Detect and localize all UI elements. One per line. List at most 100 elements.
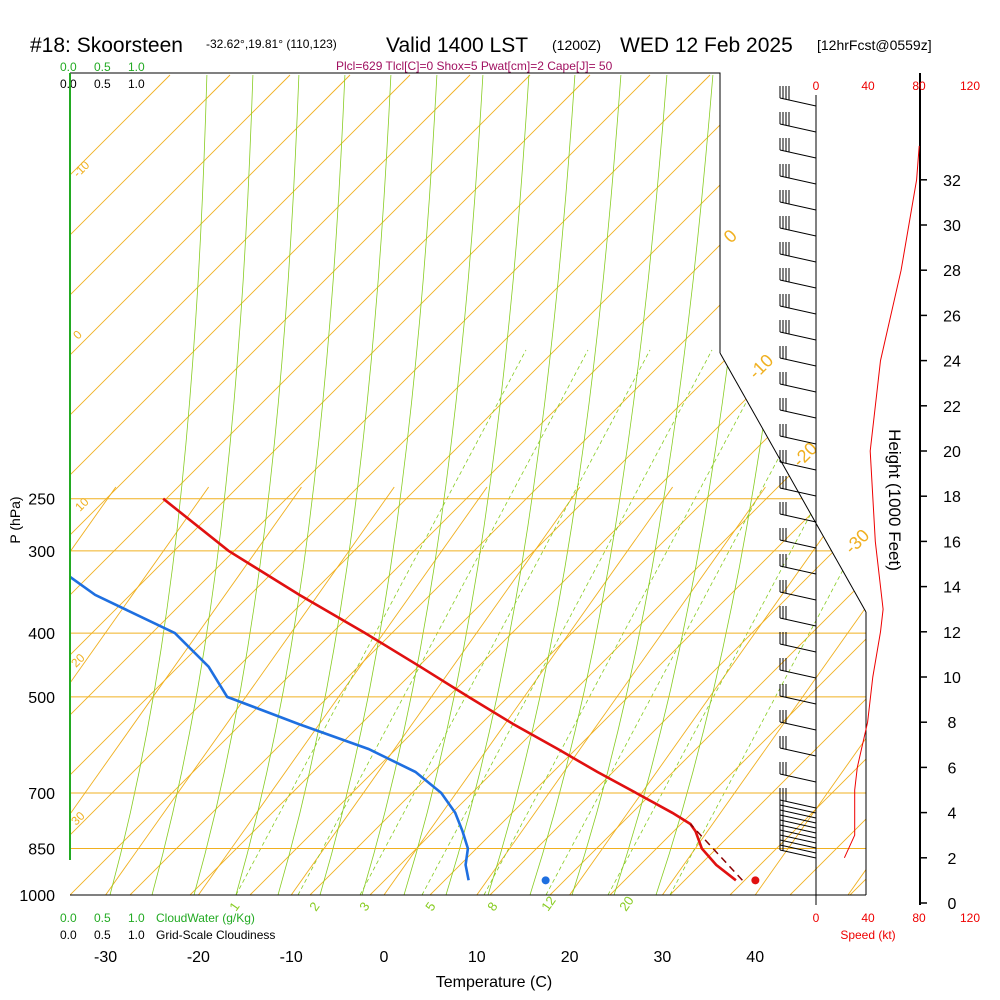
dry-adiabat-line — [70, 74, 471, 895]
wind-barb — [779, 476, 817, 497]
isotherm-line — [70, 486, 209, 895]
dry-adiabat-line — [70, 74, 831, 895]
wind-barb — [779, 788, 817, 809]
top-cloud-tick-2: 1.0 — [128, 60, 145, 74]
bottom-gs-tick-0: 0.0 — [60, 928, 77, 942]
mixing-ratio-line — [297, 349, 589, 895]
wind-barb-shaft — [779, 844, 817, 854]
isotherm-line — [662, 486, 866, 895]
x-tick-label: 40 — [746, 949, 764, 966]
wind-barb — [779, 554, 817, 575]
height-tick-label: 20 — [943, 444, 961, 461]
wind-barb-shaft — [779, 97, 817, 107]
pressure-tick-label: 1000 — [19, 888, 55, 905]
frame-top — [70, 72, 721, 353]
station-coords: -32.62°,19.81° (110,123) — [206, 37, 337, 51]
height-tick-label: 4 — [948, 806, 957, 823]
wind-speed-line — [843, 145, 920, 859]
forecast-label: [12hrFcst@0559z] — [817, 37, 932, 53]
height-tick-label: 16 — [943, 534, 961, 551]
station-title: #18: Skoorsteen — [30, 34, 183, 57]
wind-barb — [779, 294, 817, 315]
wind-barb — [779, 112, 817, 133]
chart-frame — [69, 72, 867, 896]
wind-barb — [779, 398, 817, 419]
x-tick-label: 10 — [468, 949, 486, 966]
dewpoint-line — [70, 498, 470, 881]
wind-barb — [779, 268, 817, 289]
top-gs-tick-0: 0.0 — [60, 77, 77, 91]
pressure-tick-label: 400 — [28, 626, 55, 643]
wind-barb-shaft — [779, 175, 817, 185]
wind-barb — [779, 580, 817, 601]
wind-barb-shaft — [779, 643, 817, 653]
chart-series — [70, 497, 760, 885]
speed-tick-bottom: 0 — [813, 911, 820, 925]
wind-barb-shaft — [779, 513, 817, 523]
isotherm-line — [105, 486, 395, 895]
isotherm-line — [290, 486, 581, 895]
height-axis-title: Height (1000 Feet) — [885, 429, 904, 571]
x-tick-label: 0 — [380, 949, 389, 966]
wind-barb-shaft — [779, 829, 817, 839]
bottom-cloud-tick-2: 1.0 — [128, 911, 145, 925]
height-tick-label: 28 — [943, 263, 961, 280]
dry-adiabat-line — [609, 74, 866, 895]
x-axis-title: Temperature (C) — [436, 974, 552, 991]
dry-adiabat-line — [549, 74, 866, 895]
speed-tick-top: 120 — [960, 79, 980, 93]
wind-barb-shaft — [779, 149, 817, 159]
wind-barb-shaft — [779, 253, 817, 263]
mixing-ratio-label: 8 — [484, 899, 500, 914]
chart-grid — [0, 74, 866, 895]
wind-barb-shaft — [779, 409, 817, 419]
temperature-line — [162, 497, 737, 882]
wind-barb — [779, 502, 817, 523]
wind-barb-shaft — [779, 565, 817, 575]
speed-tick-top: 0 — [813, 79, 820, 93]
wind-barb-shaft — [779, 357, 817, 367]
speed-tick-bottom: 80 — [912, 911, 926, 925]
cloudwater-label: CloudWater (g/Kg) — [156, 911, 255, 925]
isotherm-line — [0, 487, 23, 895]
pressure-tick-label: 250 — [28, 492, 55, 509]
wind-barb-shaft — [779, 839, 817, 849]
height-tick-label: 24 — [943, 354, 961, 371]
top-gs-tick-2: 1.0 — [128, 77, 145, 91]
wind-barb-shaft — [779, 331, 817, 341]
bottom-gs-tick-2: 1.0 — [128, 928, 145, 942]
wind-barb-shaft — [779, 834, 817, 844]
mixing-ratio-label: 2 — [306, 899, 322, 914]
bottom-gs-tick-1: 0.5 — [94, 928, 111, 942]
isotherm-line — [383, 486, 673, 895]
wind-barb-shaft — [779, 773, 817, 783]
speed-tick-top: 80 — [912, 79, 926, 93]
wind-barb — [779, 710, 817, 731]
wind-barb-shaft — [779, 804, 817, 814]
chart-axes: -30 -20 -10 0 10 20 30 402503004005007008501000… — [19, 73, 980, 966]
height-tick-label: 14 — [943, 580, 961, 597]
wind-barb — [779, 793, 817, 814]
top-gs-tick-1: 0.5 — [94, 77, 111, 91]
wind-barb-shaft — [779, 809, 817, 819]
mixing-ratio-line — [235, 349, 527, 895]
pressure-tick-label: 300 — [28, 544, 55, 561]
wind-barb — [779, 242, 817, 263]
wind-barb-shaft — [779, 227, 817, 237]
wind-barb-shaft — [779, 487, 817, 497]
moist-adiabat-line — [571, 74, 714, 895]
wind-barb-shaft — [779, 383, 817, 393]
mixing-ratio-label: 3 — [356, 899, 372, 914]
moist-adiabat-line — [193, 74, 300, 895]
isotherm-label: 30 — [68, 809, 88, 829]
wind-barb — [779, 190, 817, 211]
wind-barb-shaft — [779, 669, 817, 679]
height-tick-label: 22 — [943, 399, 961, 416]
wind-barb — [779, 684, 817, 705]
top-cloud-tick-0: 0.0 — [60, 60, 77, 74]
pressure-tick-label: 700 — [28, 786, 55, 803]
height-tick-label: 12 — [943, 625, 961, 642]
moist-adiabat-line — [403, 74, 530, 895]
wind-barb — [779, 216, 817, 237]
